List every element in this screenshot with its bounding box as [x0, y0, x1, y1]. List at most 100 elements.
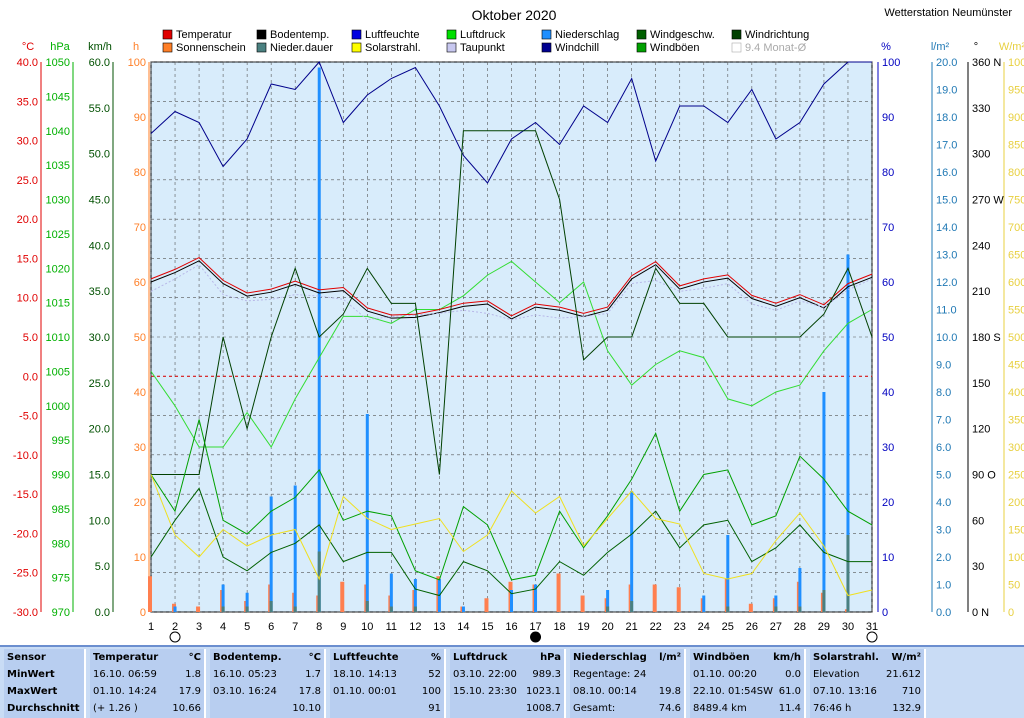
x-tick-label: 5 — [244, 621, 250, 633]
stats-column-header: Niederschlag l/m² — [573, 649, 681, 666]
axis-tick-temp: -10.0 — [13, 450, 38, 462]
axis-tick-hum: 70 — [882, 222, 894, 234]
axis-tick-solar: 700 — [1008, 222, 1024, 234]
stats-column-unit: °C — [188, 652, 201, 663]
axis-tick-solar: 200 — [1008, 497, 1024, 509]
legend-swatch — [541, 42, 552, 53]
bar-niederschlag — [245, 592, 249, 612]
axis-tick-wind: 55.0 — [89, 103, 110, 115]
x-tick-label: 4 — [220, 621, 226, 633]
stats-column-title: Temperatur — [93, 652, 159, 663]
series-line-windgeschw — [150, 487, 872, 597]
stats-cell-row: Gesamt: 74.6 — [573, 700, 681, 717]
stats-cell-value: 10.10 — [292, 703, 321, 714]
stats-column-header: Bodentemp. °C — [213, 649, 321, 666]
axis-tick-temp: -30.0 — [13, 607, 38, 619]
bar-sonnenschein — [556, 573, 561, 612]
x-tick-label: 18 — [553, 621, 565, 633]
bar-niederdauer — [413, 606, 417, 612]
stats-column-unit: W/m² — [891, 652, 921, 663]
stats-cell-value: 17.8 — [298, 686, 321, 697]
moon-phase-icon — [169, 631, 181, 643]
axis-unit-sun: h — [133, 41, 139, 53]
axis-tick-sun: 70 — [134, 222, 146, 234]
stats-cell-value: 11.4 — [778, 703, 801, 714]
x-tick-label: 19 — [577, 621, 589, 633]
axis-tick-temp: 40.0 — [17, 57, 38, 69]
axis-tick-press: 1030 — [46, 195, 70, 207]
axis-tick-wind: 30.0 — [89, 332, 110, 344]
legend-label: Luftdruck — [460, 29, 506, 41]
moon-phase-icon — [866, 631, 878, 643]
axis-tick-rain: 19.0 — [936, 85, 957, 97]
axis-tick-rain: 8.0 — [936, 387, 951, 399]
series-line-windrichtung — [151, 130, 873, 475]
bar-niederdauer — [389, 606, 393, 612]
x-tick-label: 21 — [626, 621, 638, 633]
axis-tick-sun: 80 — [134, 167, 146, 179]
axis-tick-hum: 60 — [882, 277, 894, 289]
x-tick-label: 16 — [505, 621, 517, 633]
x-tick-label: 8 — [316, 621, 322, 633]
legend-swatch — [351, 42, 362, 53]
stats-cell-value: 1.8 — [185, 669, 201, 680]
x-tick-label: 14 — [457, 621, 469, 633]
bar-niederdauer — [774, 606, 778, 612]
axis-tick-rain: 12.0 — [936, 277, 957, 289]
axis-tick-press: 1050 — [46, 57, 70, 69]
bar-niederschlag — [461, 606, 465, 612]
legend-swatch — [351, 29, 362, 40]
axis-tick-rain: 6.0 — [936, 442, 951, 454]
stats-cell-row: 1008.7 — [453, 700, 561, 717]
stats-cell-row: Elevation 21.612 — [813, 666, 921, 683]
bar-niederdauer — [822, 590, 826, 612]
x-tick-label: 11 — [386, 621, 397, 633]
x-tick-label: 26 — [746, 621, 758, 633]
stats-cell-date: 01.10. 00:01 — [333, 686, 397, 697]
axis-tick-rain: 2.0 — [936, 552, 951, 564]
axis-tick-temp: 30.0 — [17, 136, 38, 148]
bar-niederschlag — [365, 414, 369, 612]
axis-tick-temp: 25.0 — [17, 175, 38, 187]
axis-tick-wind: 10.0 — [89, 515, 110, 527]
x-tick-label: 13 — [433, 621, 445, 633]
axis-tick-wind: 60.0 — [89, 57, 110, 69]
stats-row-label: MinWert — [7, 669, 55, 680]
bar-niederschlag — [702, 595, 706, 612]
axis-tick-sun: 0 — [140, 607, 146, 619]
series-line-luftdruck — [150, 260, 873, 448]
axis-tick-solar: 450 — [1008, 360, 1024, 372]
axis-tick-wind: 40.0 — [89, 240, 110, 252]
stats-cell-value: 1023.1 — [526, 686, 561, 697]
stats-cell-date: 01.10. 14:24 — [93, 686, 157, 697]
legend-swatch — [446, 29, 457, 40]
axis-tick-rain: 9.0 — [936, 360, 951, 372]
stats-cell-row: 07.10. 13:16 710 — [813, 683, 921, 700]
stats-cell-date: 16.10. 05:23 — [213, 669, 277, 680]
axis-tick-temp: 20.0 — [17, 214, 38, 226]
x-tick-label: 9 — [340, 621, 346, 633]
station-name: Wetterstation Neumünster — [884, 7, 1012, 19]
axis-tick-rain: 1.0 — [936, 580, 951, 592]
axis-tick-temp: -25.0 — [13, 568, 38, 580]
stats-cell-row: (+ 1.26 ) 10.66 — [93, 700, 201, 717]
legend-swatch — [731, 42, 742, 53]
stats-cell-row: 16.10. 05:23 1.7 — [213, 666, 321, 683]
axis-tick-rain: 14.0 — [936, 222, 957, 234]
stats-cell-date — [453, 700, 526, 717]
legend-swatch — [162, 29, 173, 40]
stats-cell-row: 03.10. 16:24 17.8 — [213, 683, 321, 700]
axis-tick-press: 990 — [52, 470, 70, 482]
stats-column-header: Solarstrahl. W/m² — [813, 649, 921, 666]
legend-label: Niederschlag — [555, 29, 619, 41]
stats-cell-date: Gesamt: — [573, 703, 616, 714]
bar-sonnenschein — [148, 576, 152, 612]
series-line-windben — [150, 419, 873, 581]
axis-tick-press: 1020 — [46, 263, 70, 275]
legend-swatch — [541, 29, 552, 40]
axis-tick-press: 1040 — [46, 126, 70, 138]
stats-column-unit: hPa — [540, 652, 561, 663]
stats-cell-date: (+ 1.26 ) — [93, 703, 138, 714]
x-tick-label: 6 — [268, 621, 274, 633]
